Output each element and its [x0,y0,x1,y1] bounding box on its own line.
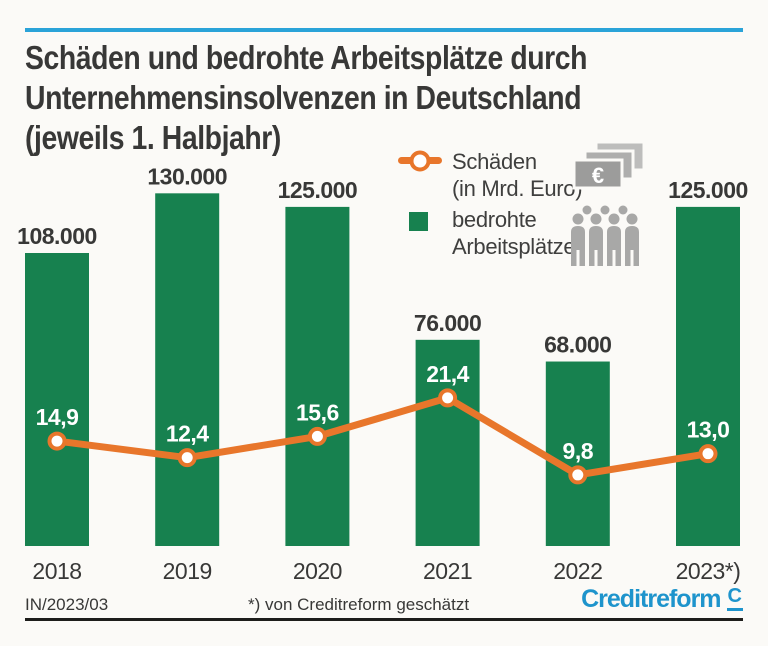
creditreform-logo: Creditreform C [581,585,743,614]
line-value-2023*): 13,0 [687,417,730,443]
line-value-2021: 21,4 [426,361,469,387]
line-point-2022 [568,465,588,485]
line-value-2020: 15,6 [296,399,339,425]
line-point-2019 [177,448,197,468]
bar-series-swatch-icon [409,212,428,231]
x-axis-label-2022: 2022 [553,558,602,584]
publication-id: IN/2023/03 [25,595,109,614]
svg-text:€: € [592,163,604,188]
bar-value-2023*): 125.000 [668,177,748,203]
bar-value-2022: 68.000 [544,332,611,358]
line-value-2022: 9,8 [563,438,594,464]
line-point-2021 [438,388,458,408]
legend-label-damages: Schäden (in Mrd. Euro) [452,149,583,201]
bar-value-2020: 125.000 [278,177,358,203]
bar-2022 [545,361,610,546]
euro-banknotes-icon: € [570,140,650,205]
line-value-2019: 12,4 [166,421,209,447]
line-series-swatch-icon [398,150,442,171]
line-point-2018 [47,431,67,451]
x-axis-label-2018: 2018 [32,558,81,584]
bar-2019 [155,193,220,546]
legend-item-jobs: bedrohte Arbeitsplätze [398,206,576,260]
damages-line [53,394,712,479]
x-axis-label-2021: 2021 [423,558,472,584]
line-point-2020 [307,426,327,446]
x-axis-label-2023*): 2023*) [676,558,741,584]
logo-c-mark-icon: C [726,586,743,611]
x-axis-label-2019: 2019 [163,558,212,584]
logo-wordmark: Creditreform [581,585,721,613]
bar-2023*) [676,206,740,546]
title-line-2: Unternehmensinsolvenzen in Deutschland [25,79,582,116]
bar-value-2021: 76.000 [414,310,481,336]
legend-label-jobs: bedrohte Arbeitsplätze [452,207,576,259]
x-axis-label-2020: 2020 [293,558,342,584]
top-accent-line [25,28,743,32]
bar-value-2019: 130.000 [147,163,227,189]
bar-value-2018: 108.000 [17,223,97,249]
title-line-3: (jeweils 1. Halbjahr) [25,119,281,156]
bar-2021 [415,339,480,546]
title-line-1: Schäden und bedrohte Arbeitsplätze durch [25,39,588,76]
footer-rule [25,618,743,621]
bar-2018 [25,253,89,546]
line-point-2023*) [698,444,718,464]
line-value-2018: 14,9 [36,404,79,430]
footnote: *) von Creditreform geschätzt [248,595,470,614]
people-group-icon [568,202,648,273]
bar-2020 [285,206,350,546]
legend-item-damages: Schäden (in Mrd. Euro) [398,148,583,202]
bar-line-chart: 108.000 130.000 125.000 76.000 68.000 125.000… [17,163,748,584]
chart-title: Schäden und bedrohte Arbeitsplätze durch… [25,38,730,158]
line-marker-icon [409,150,431,171]
